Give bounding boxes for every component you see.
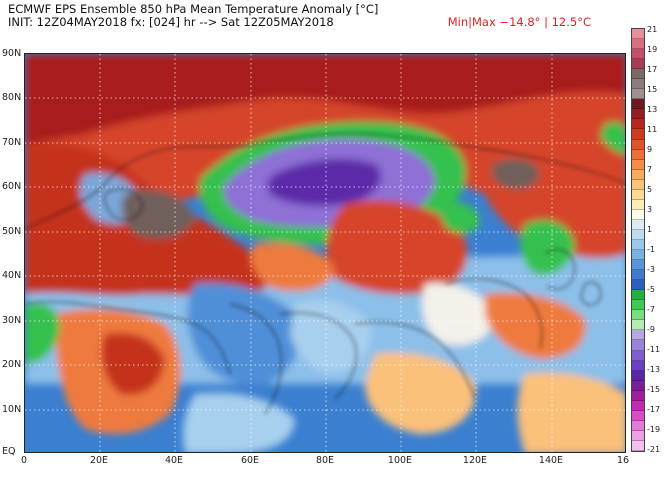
colorbar-swatch	[632, 209, 644, 220]
colorbar-swatch	[632, 330, 644, 341]
colorbar-swatch	[632, 430, 644, 441]
colorbar-swatch	[632, 310, 644, 321]
lat-label-50n: 50N	[2, 226, 22, 237]
colorbar-swatch	[632, 189, 644, 200]
colorbar-tick-label: 21	[647, 25, 658, 34]
colorbar-swatch	[632, 260, 644, 271]
colorbar-swatch	[632, 109, 644, 120]
colorbar-swatch	[632, 139, 644, 150]
colorbar-tick-label: 5	[647, 185, 653, 194]
colorbar-tick-label: 3	[647, 205, 653, 214]
colorbar-tick-label: -11	[647, 345, 661, 354]
colorbar-swatch	[632, 420, 644, 431]
colorbar-tick-label: 9	[647, 145, 653, 154]
colorbar-swatch	[632, 99, 644, 110]
map-title: ECMWF EPS Ensemble 850 hPa Mean Temperat…	[8, 2, 379, 16]
lon-label-120e: 120E	[462, 455, 488, 466]
lon-label-80e: 80E	[315, 455, 335, 466]
colorbar-swatch	[632, 350, 644, 361]
colorbar-swatch	[632, 219, 644, 230]
colorbar-swatch	[632, 59, 644, 70]
colorbar-tick-label: -5	[647, 285, 655, 294]
colorbar-swatch	[632, 320, 644, 331]
colorbar-swatch	[632, 29, 644, 40]
colorbar-swatch	[632, 340, 644, 351]
colorbar-legend	[631, 28, 645, 452]
lat-label-eq: EQ	[2, 446, 16, 457]
colorbar-tick-label: -13	[647, 365, 661, 374]
lon-label-140e: 140E	[538, 455, 564, 466]
colorbar-swatch	[632, 79, 644, 90]
colorbar-swatch	[632, 370, 644, 381]
colorbar-tick-label: -17	[647, 405, 661, 414]
lon-label-60e: 60E	[240, 455, 260, 466]
colorbar-tick-label: 1	[647, 225, 653, 234]
colorbar-swatch	[632, 250, 644, 261]
lat-label-20n: 20N	[2, 359, 22, 370]
colorbar-swatch	[632, 129, 644, 140]
lon-label-100e: 100E	[387, 455, 413, 466]
colorbar-swatch	[632, 199, 644, 210]
colorbar-swatch	[632, 149, 644, 160]
colorbar-swatch	[632, 440, 644, 451]
colorbar-swatch	[632, 270, 644, 281]
temperature-anomaly-map	[24, 53, 626, 453]
colorbar-tick-label: 11	[647, 125, 658, 134]
colorbar-tick-label: -15	[647, 385, 661, 394]
colorbar-swatch	[632, 119, 644, 130]
colorbar-swatch	[632, 239, 644, 251]
colorbar-swatch	[632, 380, 644, 391]
colorbar-swatch	[632, 229, 644, 240]
colorbar-tick-label: 17	[647, 65, 658, 74]
lon-label-40e: 40E	[164, 455, 184, 466]
colorbar-swatch	[632, 300, 644, 311]
colorbar-swatch	[632, 390, 644, 401]
lat-label-10n: 10N	[2, 404, 22, 415]
colorbar-swatch	[632, 410, 644, 421]
colorbar-swatch	[632, 69, 644, 80]
lat-label-80n: 80N	[2, 92, 22, 103]
colorbar-tick-label: -3	[647, 265, 655, 274]
lat-label-60n: 60N	[2, 181, 22, 192]
anomaly-field	[25, 54, 625, 452]
colorbar-swatch	[632, 280, 644, 291]
lon-label-0: 0	[20, 455, 28, 466]
lat-label-40n: 40N	[2, 270, 22, 281]
colorbar-swatch	[632, 179, 644, 190]
lat-label-90n: 90N	[2, 48, 22, 59]
colorbar-swatch	[632, 89, 644, 100]
lat-label-30n: 30N	[2, 315, 22, 326]
colorbar-tick-label: -9	[647, 325, 655, 334]
init-time-label: INIT: 12Z04MAY2018 fx: [024] hr --> Sat …	[8, 15, 334, 29]
lat-label-70n: 70N	[2, 137, 22, 148]
colorbar-tick-label: -7	[647, 305, 655, 314]
min-max-label: Min|Max −14.8° | 12.5°C	[447, 15, 591, 29]
colorbar-swatch	[632, 39, 644, 50]
colorbar-tick-label: -21	[647, 445, 661, 454]
colorbar-swatch	[632, 169, 644, 180]
colorbar-tick-label: -19	[647, 425, 661, 434]
colorbar-swatch	[632, 159, 644, 170]
colorbar-tick-label: 19	[647, 45, 658, 54]
colorbar-swatch	[632, 360, 644, 371]
colorbar-swatch	[632, 290, 644, 301]
lon-label-20e: 20E	[89, 455, 109, 466]
colorbar-tick-label: 13	[647, 105, 658, 114]
colorbar-tick-label: -1	[647, 245, 655, 254]
colorbar-swatch	[632, 400, 644, 411]
colorbar-swatch	[632, 49, 644, 60]
colorbar-tick-label: 15	[647, 85, 658, 94]
colorbar-tick-label: 7	[647, 165, 653, 174]
lon-label-160e: 16	[616, 455, 630, 466]
